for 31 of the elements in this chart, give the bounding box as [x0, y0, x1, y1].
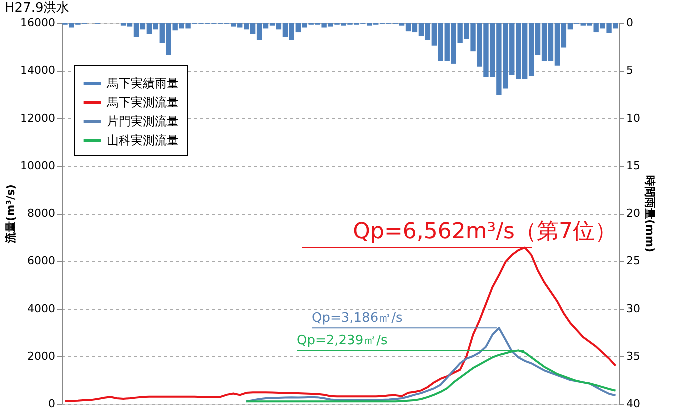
y2-tick-label: 5 — [626, 64, 634, 78]
y-tick-label: 2000 — [28, 350, 56, 363]
y2-tick-label: 30 — [626, 302, 640, 316]
line-series — [246, 327, 617, 403]
y-tick-label: 14000 — [20, 64, 56, 78]
y-tick-label: 8000 — [28, 207, 56, 220]
legend-label: 馬下実測流量 — [106, 96, 179, 110]
legend-label: 片門実測流量 — [107, 114, 179, 128]
y-tick-label: 16000 — [20, 16, 56, 30]
y-tick-label: 10000 — [20, 159, 56, 172]
y2-tick-label: 25 — [626, 254, 640, 268]
y-tick-label: 0 — [48, 398, 56, 410]
y2-tick-label: 40 — [626, 398, 640, 410]
y2-tick-label: 10 — [626, 112, 640, 125]
chart-title: H27.9洪水 — [5, 1, 70, 16]
annotation: Qp=6,562m³/s（第7位） — [353, 220, 617, 245]
y-tick-label: 4000 — [28, 302, 56, 316]
y-tick-label: 6000 — [28, 254, 56, 268]
annotation: Qp=2,239㎥/s — [297, 334, 388, 349]
y2-tick-label: 0 — [626, 16, 634, 30]
legend-label: 馬下実績雨量 — [106, 76, 179, 90]
line-series — [246, 350, 617, 403]
y2-tick-label: 20 — [626, 207, 640, 220]
y2-tick-label: 15 — [626, 159, 640, 172]
y2-axis-title: 時間雨量(mm) — [643, 176, 656, 252]
line-series — [64, 246, 617, 402]
y2-tick-label: 35 — [626, 350, 640, 363]
annotation: Qp=3,186㎥/s — [312, 311, 403, 326]
y-tick-label: 12000 — [20, 112, 56, 125]
legend-label: 山科実測流量 — [107, 134, 179, 148]
y-axis-title: 流量(m³/s) — [4, 184, 18, 244]
